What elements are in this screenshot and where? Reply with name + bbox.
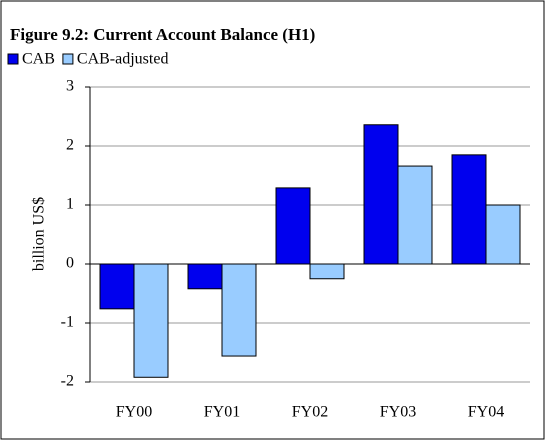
bar <box>309 263 345 280</box>
bar <box>275 187 311 265</box>
y-axis-label: billion US$ <box>31 197 48 271</box>
y-tick-label: -1 <box>61 314 74 331</box>
bar <box>485 204 521 265</box>
bar <box>363 124 399 265</box>
bar <box>397 165 433 265</box>
y-tick-label: -2 <box>61 373 74 390</box>
x-tick-label: FY03 <box>380 404 416 421</box>
x-tick-label: FY00 <box>116 404 152 421</box>
legend-label: CAB-adjusted <box>77 51 169 68</box>
y-tick-label: 2 <box>66 137 74 154</box>
x-tick-label: FY02 <box>292 404 328 421</box>
y-tick-label: 0 <box>66 255 74 272</box>
y-tick-label: 3 <box>66 78 74 95</box>
bar <box>187 263 223 290</box>
bar <box>133 263 169 378</box>
bar <box>99 263 135 310</box>
bar <box>221 263 257 357</box>
bar <box>451 154 487 265</box>
legend-swatch <box>7 53 19 65</box>
x-tick-label: FY01 <box>204 404 240 421</box>
chart-title: Figure 9.2: Current Account Balance (H1) <box>10 25 315 44</box>
y-tick-label: 1 <box>66 196 74 213</box>
x-tick-label: FY04 <box>468 404 504 421</box>
legend-label: CAB <box>22 51 55 68</box>
legend-swatch <box>62 53 74 65</box>
